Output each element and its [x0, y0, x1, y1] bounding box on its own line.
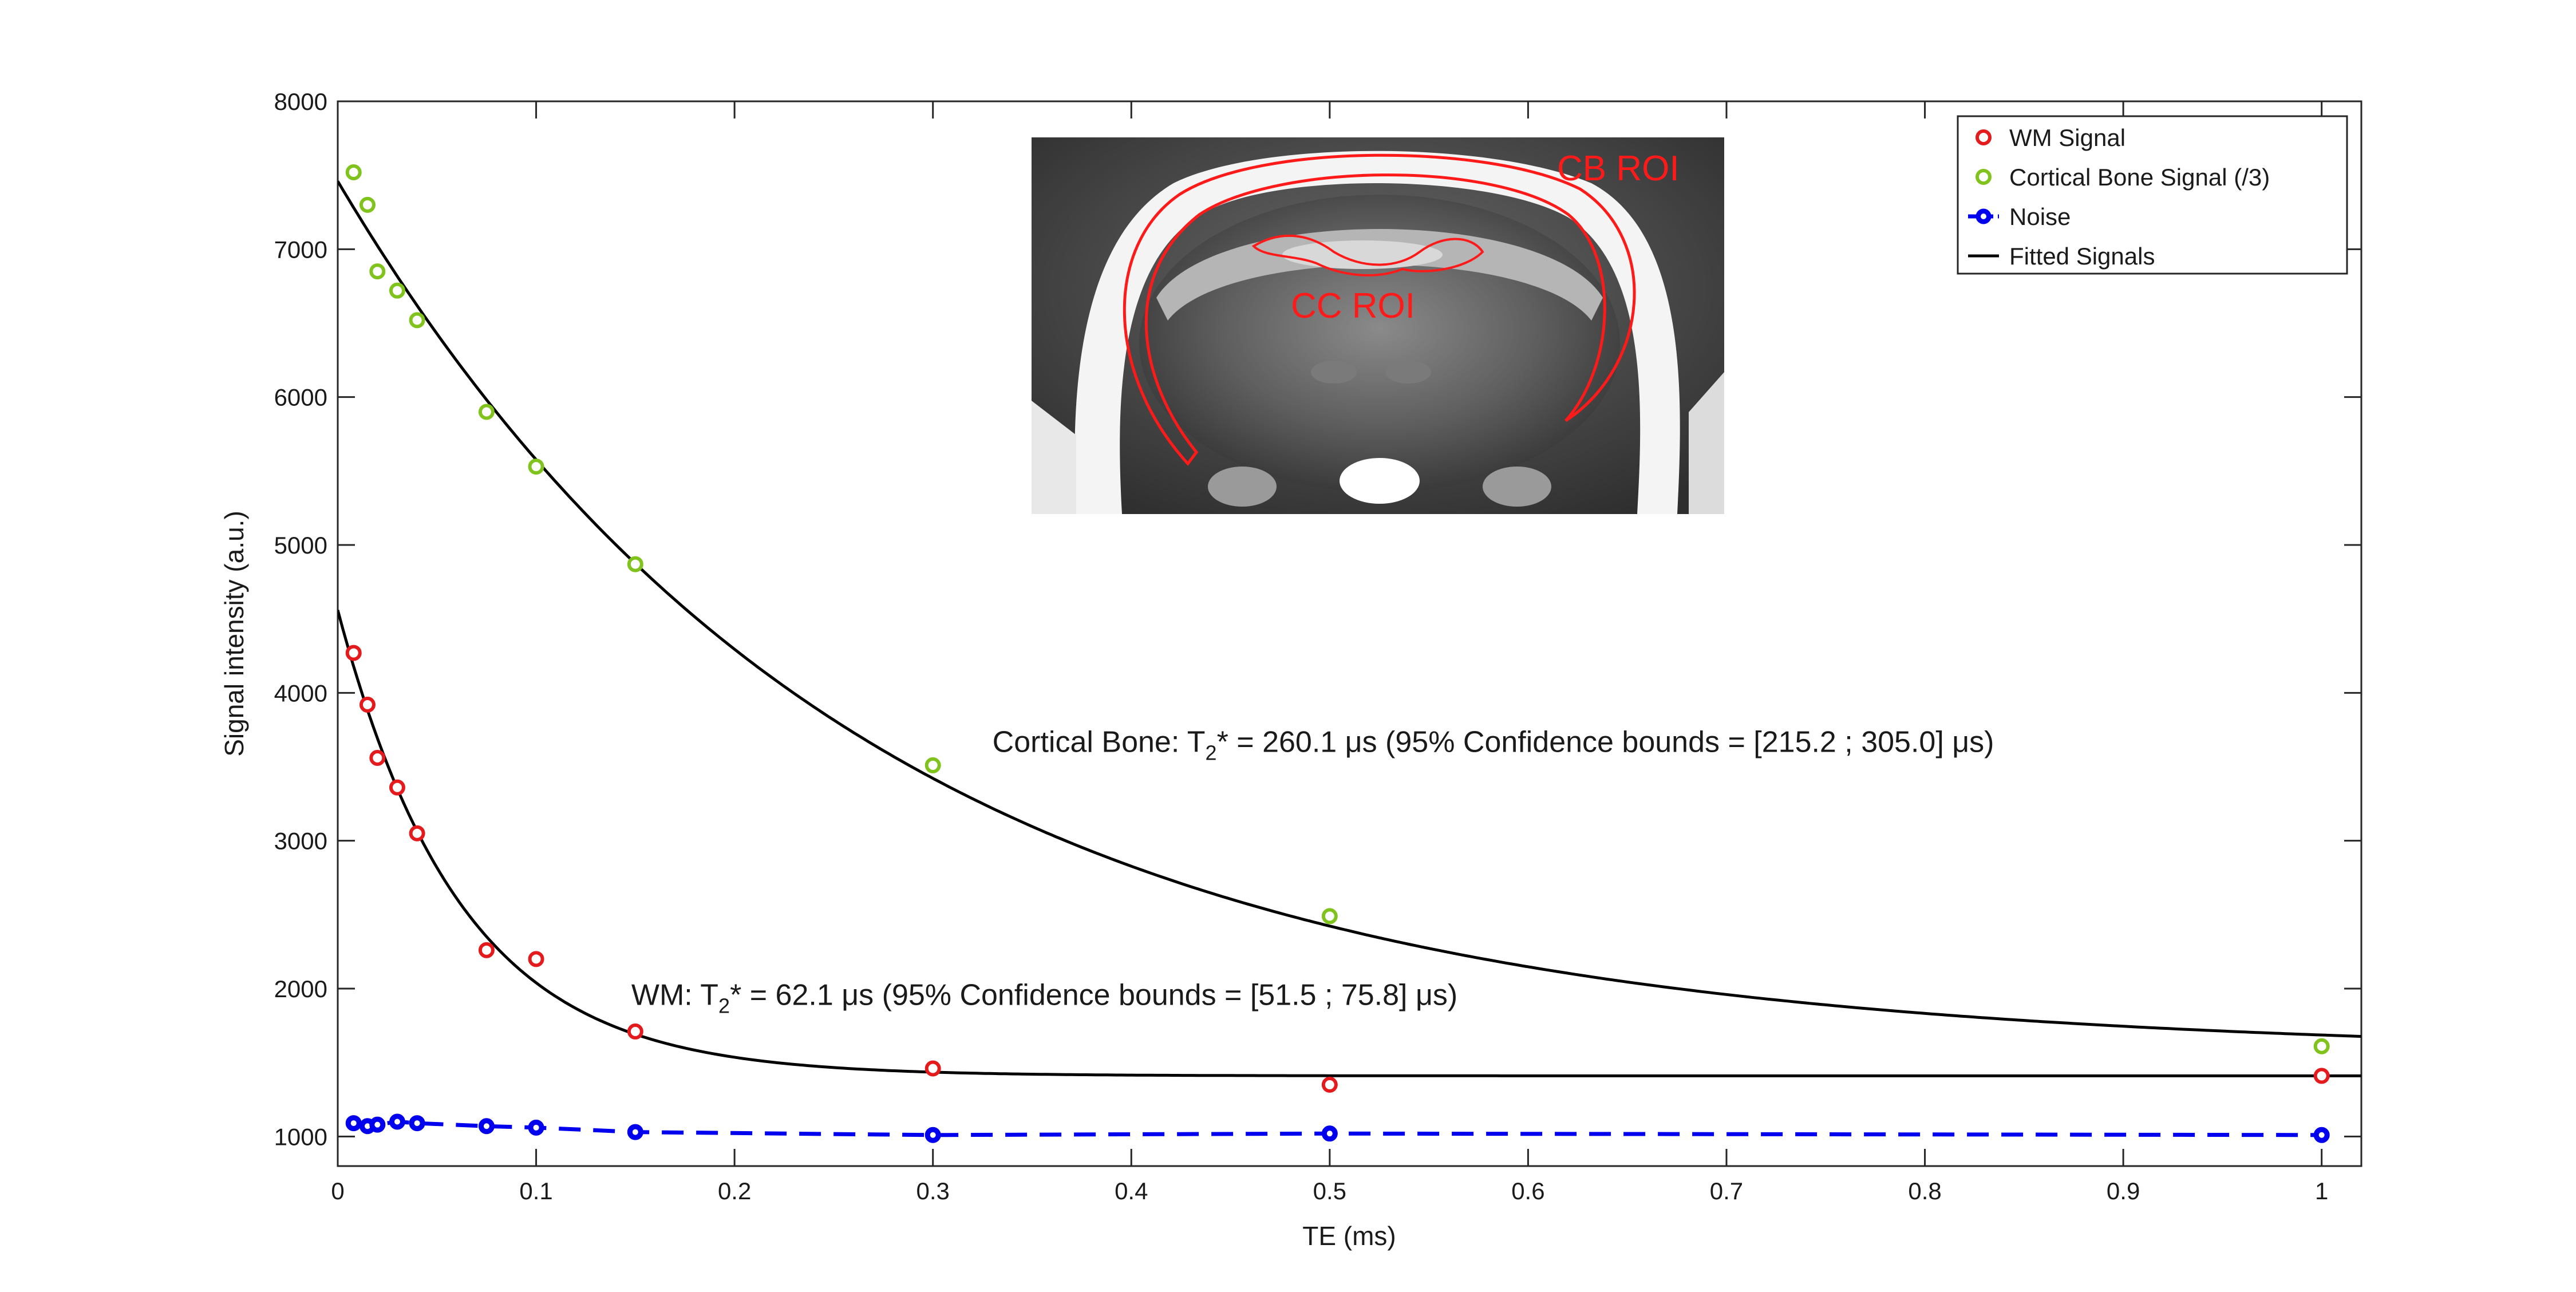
data-point: [359, 196, 376, 213]
data-point-center: [394, 1119, 400, 1125]
legend-swatch-marker: [1976, 129, 1992, 145]
data-point: [627, 556, 643, 572]
data-point: [359, 697, 376, 713]
data-point-center: [374, 1121, 381, 1128]
x-tick-label: 0.8: [1908, 1178, 1941, 1204]
data-point: [478, 404, 495, 420]
cc-roi-label: CC ROI: [1291, 286, 1415, 326]
cb-roi-label: CB ROI: [1557, 149, 1680, 188]
y-axis-title: Signal intensity (a.u.): [219, 511, 249, 757]
x-tick-label: 0.3: [916, 1178, 950, 1204]
data-point: [478, 942, 495, 958]
x-tick-label: 0.9: [2107, 1178, 2140, 1204]
fitted-curves: [338, 180, 2361, 1077]
data-point-center: [483, 1123, 489, 1129]
data-point: [345, 164, 362, 180]
data-point: [345, 645, 362, 661]
x-tick-label: 0.2: [718, 1178, 751, 1204]
legend-box: [1957, 115, 2348, 275]
y-tick-label: 4000: [274, 679, 327, 706]
x-tick-label: 0.5: [1313, 1178, 1346, 1204]
x-tick-label: 0.7: [1710, 1178, 1743, 1204]
data-point: [409, 825, 425, 841]
data-point: [389, 779, 405, 796]
data-point: [369, 750, 386, 766]
y-tick-label: 6000: [274, 384, 327, 411]
data-point: [1321, 908, 1338, 924]
data-point: [409, 312, 425, 329]
x-tick-label: 0.6: [1511, 1178, 1544, 1204]
data-point-center: [414, 1120, 420, 1127]
legend-label: Cortical Bone Signal (/3): [2009, 164, 2270, 191]
data-point: [369, 263, 386, 280]
tick-labels: 0 0.1 0.2 0.3 0.4 0.5 0.6 0.7 0.8 0.9 1 1000 2000 300…: [274, 88, 2329, 1204]
data-point-center: [1326, 1131, 1333, 1137]
legend-label: Noise: [2009, 203, 2071, 230]
data-point-center: [533, 1124, 539, 1131]
inset-mri-image: CB ROI CC ROI: [1032, 137, 1724, 514]
data-point: [528, 951, 544, 967]
data-points: [345, 164, 2330, 1143]
legend-swatch-marker: [1976, 169, 1992, 185]
y-tick-label: 7000: [274, 236, 327, 263]
y-tick-label: 8000: [274, 88, 327, 115]
data-point: [924, 757, 941, 773]
legend: WM Signal Cortical Bone Signal (/3) Noise F…: [1957, 115, 2348, 275]
data-point: [2313, 1068, 2330, 1084]
x-tick-label: 0.4: [1115, 1178, 1148, 1204]
data-point: [528, 459, 544, 475]
wm-annotation: WM: T2* = 62.1 μs (95% Confidence bounds…: [631, 978, 1457, 1017]
fit-curve: [338, 610, 2361, 1077]
data-point: [2313, 1038, 2330, 1054]
data-point: [924, 1060, 941, 1077]
data-point-center: [350, 1120, 357, 1127]
y-tick-label: 2000: [274, 975, 327, 1002]
data-point: [627, 1023, 643, 1040]
legend-swatch-marker-center: [1981, 214, 1986, 219]
x-axis-title: TE (ms): [1302, 1221, 1396, 1251]
x-tick-label: 0: [331, 1178, 344, 1204]
data-point: [1321, 1076, 1338, 1093]
legend-label: WM Signal: [2009, 124, 2125, 151]
data-point-center: [930, 1132, 936, 1138]
axis-ticks: [337, 100, 2361, 1166]
data-point-center: [364, 1123, 370, 1129]
y-tick-label: 5000: [274, 532, 327, 559]
y-tick-label: 1000: [274, 1123, 327, 1150]
data-point-center: [2318, 1132, 2325, 1138]
data-point: [389, 282, 405, 299]
legend-label: Fitted Signals: [2009, 243, 2155, 270]
y-tick-label: 3000: [274, 828, 327, 855]
cortical-bone-annotation: Cortical Bone: T2* = 260.1 μs (95% Confi…: [993, 726, 1994, 765]
fit-curve: [338, 180, 2361, 1038]
x-tick-label: 0.1: [519, 1178, 552, 1204]
x-tick-label: 1: [2315, 1178, 2328, 1204]
data-point-center: [632, 1129, 638, 1135]
